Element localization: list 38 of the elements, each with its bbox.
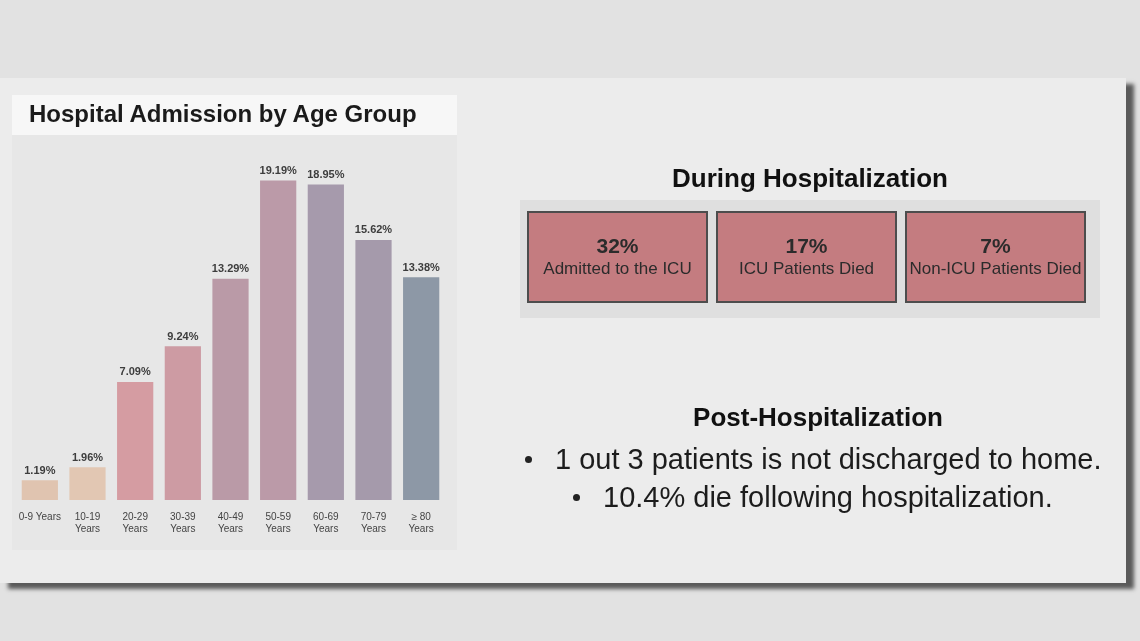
data-label: 18.95% xyxy=(307,168,345,181)
bar xyxy=(164,346,201,500)
text: Post-Hospitalization xyxy=(692,402,944,433)
data-label: 1.96% xyxy=(71,450,104,463)
data-label: 1.19% xyxy=(24,463,56,476)
text: 1 out 3 patients is not discharged to home. xyxy=(555,442,1102,476)
text: During Hospitalization xyxy=(671,163,949,194)
text: 32% xyxy=(595,234,640,258)
text: 7% xyxy=(979,234,1012,258)
text: 10.4% die following hospitalization. xyxy=(603,480,1053,514)
data-label: 9.24% xyxy=(167,329,199,342)
x-tick-label: 60-69 Years xyxy=(313,510,340,534)
data-label: 19.19% xyxy=(259,164,298,177)
text: 17% xyxy=(784,234,829,258)
x-tick-label: 20-29 Years xyxy=(122,510,149,534)
bar xyxy=(355,239,392,500)
bar xyxy=(117,381,154,500)
x-tick-label: 0-9 Years xyxy=(18,510,61,522)
x-tick-label: 40-49 Years xyxy=(217,510,244,534)
data-label: 7.09% xyxy=(119,365,151,378)
bar xyxy=(403,277,440,500)
bar xyxy=(212,278,249,500)
data-label: 13.29% xyxy=(211,262,250,275)
bar xyxy=(21,480,58,500)
data-label: 13.38% xyxy=(402,260,441,273)
x-tick-label: 70-79 Years xyxy=(360,510,387,534)
text: Non-ICU Patients Died xyxy=(908,259,1083,279)
bar xyxy=(307,184,344,500)
bar xyxy=(260,180,297,500)
x-tick-label: 50-59 Years xyxy=(265,510,292,534)
bar xyxy=(69,467,106,500)
text: Admitted to the ICU xyxy=(542,259,693,279)
data-label: 15.62% xyxy=(354,223,393,236)
text: ICU Patients Died xyxy=(737,259,876,279)
chart-title: Hospital Admission by Age Group xyxy=(12,95,457,135)
x-tick-label: 30-39 Years xyxy=(170,510,197,534)
x-tick-label: 10-19 Years xyxy=(74,510,101,534)
x-tick-label: ≥ 80 Years xyxy=(408,510,434,534)
